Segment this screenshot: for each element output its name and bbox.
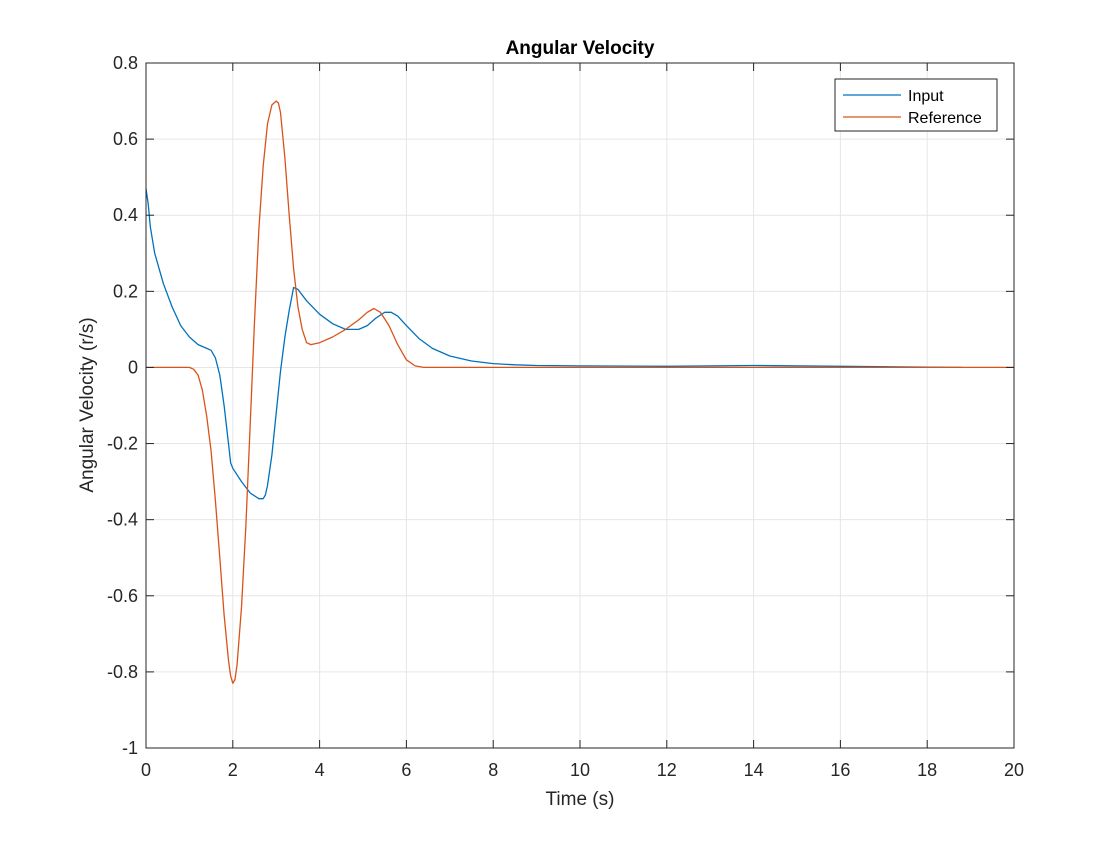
x-tick-label: 0 (141, 760, 151, 780)
y-tick-label: -0.6 (107, 586, 138, 606)
x-axis-label: Time (s) (546, 789, 615, 810)
axis-ticks: 0 2 4 6 8 10 12 14 16 18 20 -1 -0.8 -0.6 -0.4 -0.2 0 0.2 0… (107, 53, 1024, 780)
x-tick-label: 10 (570, 760, 590, 780)
y-tick-label: 0.4 (113, 205, 138, 225)
y-tick-label: -0.8 (107, 662, 138, 682)
series-lines (145, 100, 1014, 684)
y-tick-label: 0.6 (113, 129, 138, 149)
y-axis-label: Angular Velocity (r/s) (77, 317, 98, 492)
y-tick-label: -0.4 (107, 510, 138, 530)
x-tick-label: 8 (488, 760, 498, 780)
x-tick-label: 16 (830, 760, 850, 780)
x-tick-label: 18 (917, 760, 937, 780)
chart-title: Angular Velocity (506, 38, 655, 59)
y-tick-label: -1 (122, 738, 138, 758)
x-tick-label: 20 (1004, 760, 1024, 780)
x-tick-label: 12 (657, 760, 677, 780)
x-tick-label: 6 (401, 760, 411, 780)
y-tick-label: 0 (128, 357, 138, 377)
series-line-reference (146, 100, 1014, 684)
x-tick-label: 2 (228, 760, 238, 780)
legend-box (834, 78, 998, 132)
x-tick-label: 4 (315, 760, 325, 780)
y-tick-label: 0.8 (113, 53, 138, 73)
y-tick-label: -0.2 (107, 434, 138, 454)
y-tick-label: 0.2 (113, 281, 138, 301)
x-tick-label: 14 (744, 760, 764, 780)
series-line-input (145, 188, 962, 500)
legend-label-input: Input (908, 88, 944, 105)
legend: Input Reference (834, 78, 998, 132)
legend-label-reference: Reference (908, 110, 982, 127)
